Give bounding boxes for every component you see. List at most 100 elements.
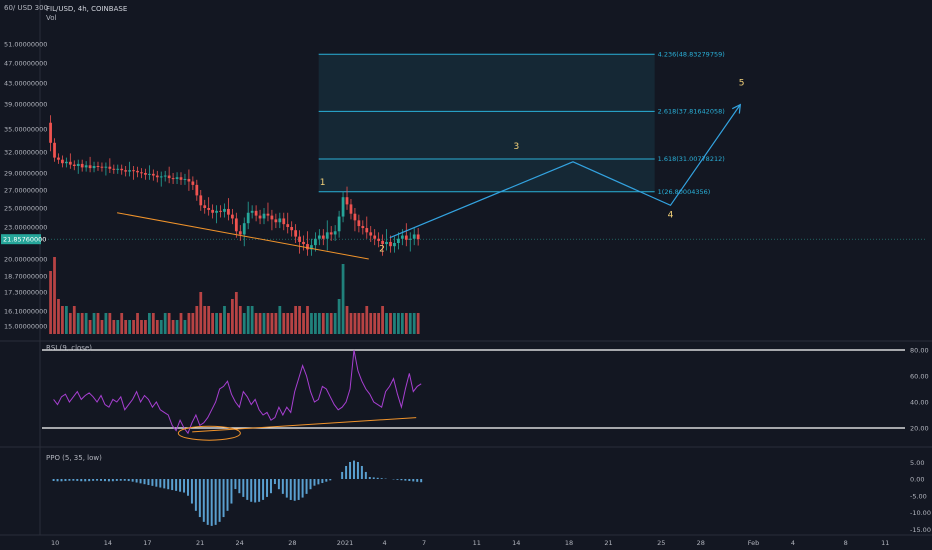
volume-bar [262, 313, 266, 334]
volume-bar [408, 313, 412, 334]
candle-body [341, 197, 345, 217]
ppo-title[interactable]: PPO (5, 35, low) [46, 454, 102, 462]
volume-bar [140, 320, 143, 334]
candle-body [231, 214, 234, 219]
volume-bar [345, 306, 349, 334]
volume-bar [337, 299, 341, 334]
volume-bar [167, 313, 171, 334]
fib-zone [318, 54, 655, 192]
candle-body [389, 241, 392, 247]
volume-bar [96, 313, 100, 334]
candle-body [96, 166, 100, 167]
volume-bar [302, 313, 305, 334]
volume-bar [159, 320, 163, 334]
volume-bar [187, 313, 191, 334]
volume-bar [365, 306, 369, 334]
symbol-title[interactable]: FIL/USD, 4h, COINBASE [46, 5, 127, 13]
candle-body [72, 164, 76, 166]
volume-bar [294, 306, 298, 334]
wave-label: 2 [379, 245, 385, 255]
volume-bar [306, 306, 309, 334]
candle-body [397, 238, 400, 243]
ppo-pane: 5.00 0.00 -5.00 -10.00 -15.00 [52, 459, 931, 534]
time-tick-label: 17 [143, 539, 151, 547]
volume-bar [310, 313, 313, 334]
candle-body [282, 218, 286, 225]
rsi-title[interactable]: RSI (9, close) [46, 344, 92, 352]
candle-body [120, 168, 124, 171]
volume-bar [100, 320, 104, 334]
volume-bar [254, 313, 258, 334]
candle-body [270, 215, 274, 220]
candle-body [302, 241, 305, 245]
candle-body [124, 170, 128, 172]
volume-bar [120, 313, 124, 334]
time-tick-label: 11 [473, 539, 481, 547]
candle-body [258, 215, 262, 219]
volume-bar [179, 313, 183, 334]
volume-bar [286, 313, 290, 334]
volume-bar [199, 292, 203, 334]
price-trendline [117, 212, 369, 260]
volume-bar [389, 313, 392, 334]
candle-body [262, 213, 266, 219]
volume-bar [61, 306, 64, 334]
volume-bar [393, 313, 396, 334]
time-tick-label: 7 [422, 539, 426, 547]
fibonacci-extension[interactable]: 4.236(48.83279759) 2.618(37.81642058) 1.61… [318, 50, 725, 196]
candle-body [155, 175, 159, 178]
candle-body [250, 210, 254, 213]
volume-bar [49, 271, 52, 334]
top-left-scale[interactable]: 60/ USD 300 [4, 4, 48, 12]
price-tick-label: 20.00000000 [4, 256, 47, 264]
ppo-tick-label: 5.00 [910, 459, 924, 467]
volume-bar [234, 292, 238, 334]
candle-body [227, 208, 230, 215]
volume-bar [341, 264, 345, 334]
ppo-tick-label: -10.00 [910, 509, 931, 517]
wave-projection-path [389, 104, 741, 239]
candle-body [92, 166, 96, 169]
wave-label: 4 [668, 211, 674, 221]
candle-body [144, 173, 147, 175]
volume-bar [266, 313, 270, 334]
candle-body [163, 175, 167, 177]
volume-bar [373, 313, 377, 334]
volume-bar [203, 306, 207, 334]
candle-body [373, 235, 377, 239]
candle-body [199, 195, 203, 206]
volume-bar [325, 313, 329, 334]
volume-bar [412, 313, 416, 334]
candle-body [211, 209, 215, 213]
volume-bar [211, 313, 215, 334]
volume-bar [207, 306, 211, 334]
candle-body [286, 224, 290, 227]
drawings[interactable]: 1 2 3 4 5 [117, 79, 744, 260]
volume-bar [377, 313, 381, 334]
candle-body [128, 170, 132, 172]
gridlines [0, 0, 932, 536]
volume-bar [361, 313, 365, 334]
candle-body [215, 210, 218, 213]
candle-body [393, 243, 396, 247]
price-tick-label: 25.00000000 [4, 205, 47, 213]
price-tick-label: 18.70000000 [4, 273, 47, 281]
volume-bar [68, 313, 72, 334]
volume-bar [238, 306, 242, 334]
time-tick-label: 25 [657, 539, 665, 547]
candle-body [187, 178, 191, 182]
candle-body [183, 178, 187, 180]
volume-bar [72, 306, 76, 334]
price-tick-label: 32.00000000 [4, 149, 47, 157]
candle-body [400, 235, 404, 239]
ppo-tick-label: 0.00 [910, 476, 924, 484]
volume-bar [400, 313, 404, 334]
volume-bar [136, 313, 139, 334]
volume-bar [329, 313, 333, 334]
candle-body [381, 240, 384, 245]
candle-body [223, 208, 226, 212]
candle-body [274, 219, 278, 223]
volume-bar [144, 320, 147, 334]
candle-body [321, 235, 325, 239]
